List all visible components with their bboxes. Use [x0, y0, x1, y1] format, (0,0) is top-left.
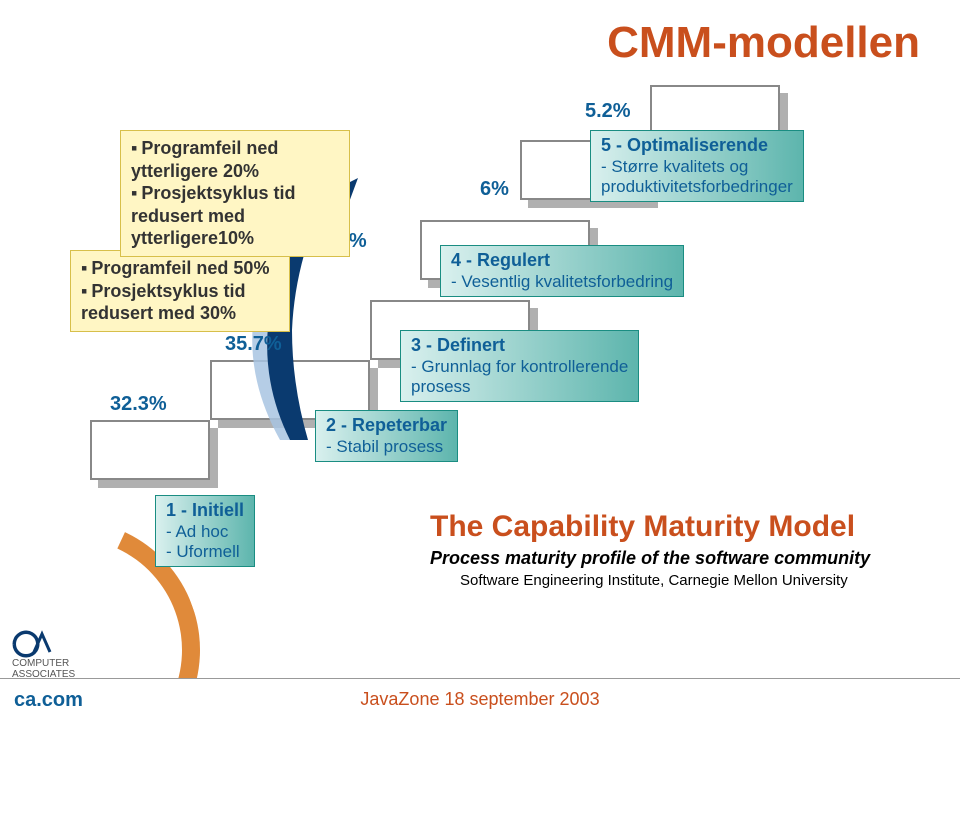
level-box: 1 - Initiell- Ad hoc- Uformell [155, 495, 255, 567]
percent-label: 6% [480, 178, 509, 201]
annotation-line: Programfeil ned 50% [81, 257, 279, 280]
annotation-line: Prosjektsyklus tid redusert med ytterlig… [131, 182, 339, 250]
ca-com-text: ca.com [14, 689, 83, 712]
caption-subtitle-2: Software Engineering Institute, Carnegie… [460, 572, 848, 589]
percent-label: 32.3% [110, 393, 167, 416]
caption-title: The Capability Maturity Model [430, 510, 855, 544]
annotation-box: Programfeil ned ytterligere 20%Prosjekts… [120, 130, 350, 257]
footer-text: JavaZone 18 september 2003 [360, 689, 599, 710]
annotation-line: Programfeil ned ytterligere 20% [131, 137, 339, 182]
page-title: CMM-modellen [607, 18, 920, 68]
ca-logo-text: COMPUTER ASSOCIATES [12, 658, 75, 680]
level-box: 2 - Repeterbar- Stabil prosess [315, 410, 458, 462]
annotation-line: Prosjektsyklus tid redusert med 30% [81, 280, 279, 325]
annotation-box: Programfeil ned 50%Prosjektsyklus tid re… [70, 250, 290, 332]
ca-logo: COMPUTER ASSOCIATES [12, 630, 102, 680]
caption-subtitle: Process maturity profile of the software… [430, 548, 870, 569]
percent-label: 5.2% [585, 100, 631, 123]
step-box [90, 420, 210, 480]
level-box: 3 - Definert- Grunnlag for kontrollerend… [400, 330, 639, 402]
percent-label: 35.7% [225, 333, 282, 356]
level-box: 5 - Optimaliserende- Større kvalitets og… [590, 130, 804, 202]
level-box: 4 - Regulert- Vesentlig kvalitetsforbedr… [440, 245, 684, 297]
